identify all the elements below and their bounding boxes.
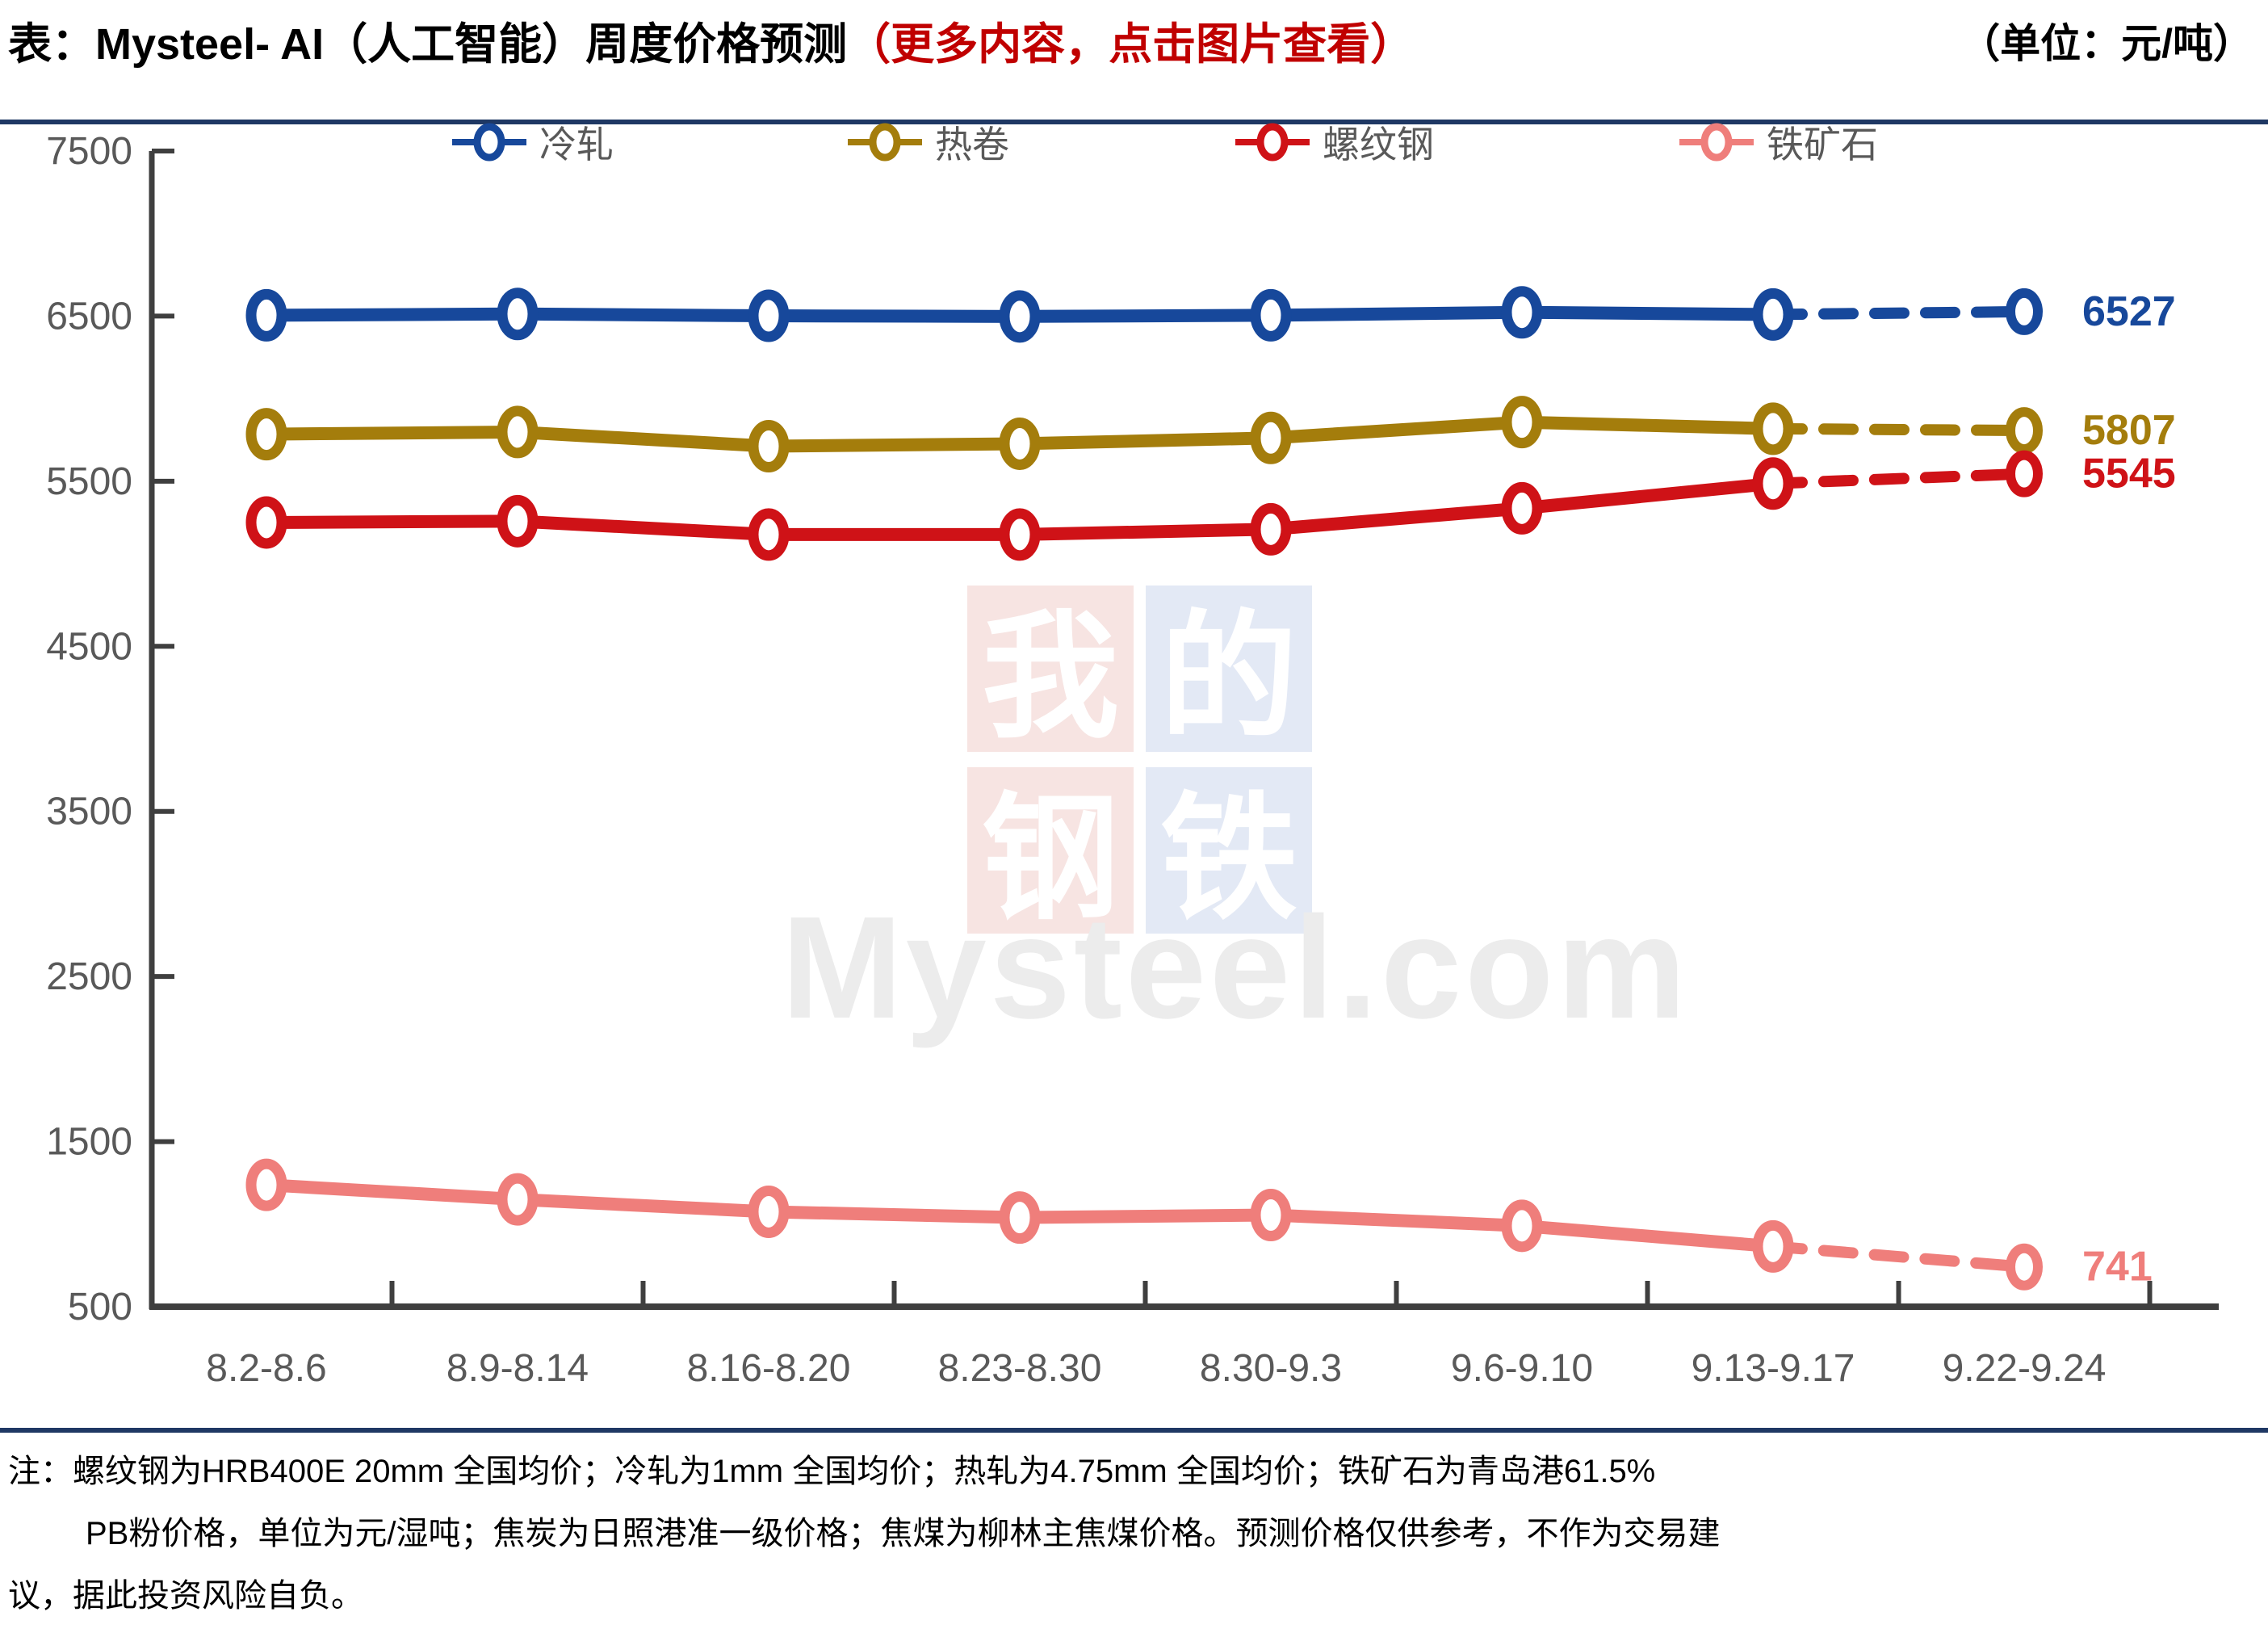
series-forecast-dash-冷轧	[1767, 305, 2030, 321]
series-end-label-螺纹钢: 5545	[2082, 451, 2176, 497]
series-end-label-铁矿石: 741	[2082, 1244, 2153, 1291]
data-point-marker	[497, 405, 539, 459]
legend-item-热卷: 热卷	[848, 118, 1009, 166]
unit-label: （单位：元/吨）	[1960, 21, 2253, 66]
y-tick-label: 5500	[46, 460, 132, 503]
data-point-marker	[1250, 411, 1292, 464]
data-point-marker	[999, 417, 1041, 470]
legend-item-label: 铁矿石	[1767, 124, 1878, 166]
legend-marker-icon	[452, 123, 526, 162]
data-point-marker	[2006, 1243, 2043, 1291]
legend-marker-icon	[848, 123, 922, 162]
data-point-marker	[748, 508, 790, 561]
data-point-marker	[245, 1158, 287, 1211]
data-point-marker	[999, 1191, 1041, 1245]
data-point-marker	[245, 496, 287, 549]
data-point-marker	[1501, 286, 1543, 339]
watermark-block	[1146, 767, 1312, 934]
watermark-block	[967, 586, 1134, 752]
x-tick-label: 8.16-8.20	[687, 1347, 851, 1390]
data-point-marker	[245, 288, 287, 342]
legend-marker-icon	[1679, 123, 1754, 162]
y-tick-label: 2500	[46, 955, 132, 998]
x-tick-label: 8.2-8.6	[206, 1347, 326, 1390]
series-forecast-dash-铁矿石	[1767, 1240, 2030, 1273]
legend-item-label: 热卷	[935, 124, 1009, 166]
data-point-marker	[497, 1173, 539, 1226]
data-point-marker	[1752, 288, 1794, 341]
x-tick-label: 8.30-9.3	[1200, 1347, 1342, 1390]
data-point-marker	[1501, 396, 1543, 449]
data-point-marker	[2006, 288, 2043, 335]
data-point-marker	[999, 290, 1041, 343]
data-point-marker	[1250, 1189, 1292, 1242]
data-point-marker	[2006, 450, 2043, 497]
watermark-char: 的	[1160, 601, 1297, 754]
footnote: 注：螺纹钢为HRB400E 20mm 全国均价；冷轧为1mm 全国均价；热轧为4…	[8, 1441, 2253, 1627]
y-tick-label: 6500	[46, 295, 132, 338]
data-point-marker	[748, 289, 790, 342]
watermark-brand: Mysteel.com	[782, 887, 1689, 1049]
legend-item-铁矿石: 铁矿石	[1679, 118, 1878, 166]
data-point-marker	[2006, 407, 2043, 455]
data-point-marker	[1250, 288, 1292, 342]
data-point-marker	[1501, 1199, 1543, 1253]
data-point-marker	[1752, 1219, 1794, 1273]
y-tick-label: 3500	[46, 791, 132, 833]
data-point-marker	[1752, 402, 1794, 455]
data-point-marker	[1752, 457, 1794, 510]
title-highlight-link[interactable]: （更多内容，点击图片查看）	[847, 20, 1415, 69]
data-point-marker	[497, 494, 539, 548]
data-point-marker	[748, 1185, 790, 1238]
data-point-marker	[1501, 481, 1543, 535]
watermark-char: 我	[982, 601, 1119, 754]
footnote-line-2: PB粉价格，单位为元/湿吨；焦炭为日照港准一级价格；焦煤为柳林主焦煤价格。预测价…	[86, 1516, 1721, 1551]
series-forecast-dash-螺纹钢	[1767, 468, 2030, 489]
data-point-marker	[1250, 502, 1292, 556]
x-tick-label: 8.23-8.30	[938, 1347, 1102, 1390]
watermark-block	[1146, 586, 1312, 752]
watermark-char: 铁	[1160, 783, 1297, 936]
x-tick-label: 9.6-9.10	[1451, 1347, 1593, 1390]
chart-legend: 冷轧 热卷 螺纹钢 铁矿石	[0, 118, 2268, 170]
x-tick-label: 8.9-8.14	[446, 1347, 589, 1390]
series-end-label-冷轧: 6527	[2082, 288, 2176, 335]
chart-area: 我的钢铁 Mysteel.com 500 1500 2500 3500 4500 5500 65…	[0, 121, 2268, 1429]
legend-item-螺纹钢: 螺纹钢	[1235, 118, 1434, 166]
data-point-marker	[999, 508, 1041, 561]
footnote-line-1: 注：螺纹钢为HRB400E 20mm 全国均价；冷轧为1mm 全国均价；热轧为4…	[8, 1454, 1656, 1489]
data-point-marker	[748, 420, 790, 473]
series-forecast-dash-热卷	[1767, 422, 2030, 437]
legend-item-label: 螺纹钢	[1323, 124, 1434, 166]
y-tick-label: 7500	[46, 130, 132, 173]
y-tick-label: 1500	[46, 1121, 132, 1164]
data-point-marker	[245, 408, 287, 461]
y-tick-label: 4500	[46, 625, 132, 668]
footer-divider	[0, 1428, 2268, 1433]
header: 表：Mysteel- AI（人工智能）周度价格预测（更多内容，点击图片查看） （…	[0, 0, 2268, 120]
legend-item-label: 冷轧	[539, 124, 614, 166]
header-divider	[0, 120, 2268, 124]
footnote-line-3: 议，据此投资风险自负。	[8, 1578, 363, 1614]
legend-marker-icon	[1235, 123, 1310, 162]
legend-item-冷轧: 冷轧	[452, 118, 614, 166]
y-tick-label: 500	[68, 1286, 132, 1328]
series-end-label-热卷: 5807	[2082, 407, 2176, 454]
x-tick-label: 9.22-9.24	[1943, 1347, 2107, 1390]
watermark: 我的钢 铁Mysteel.com	[782, 586, 1689, 1049]
watermark-char: 钢	[982, 783, 1119, 936]
x-tick-label: 9.13-9.17	[1692, 1347, 1855, 1390]
data-point-marker	[497, 288, 539, 341]
price-chart[interactable]: 我的钢 铁Mysteel.com 500 1500 2500 3500 4500 5500 65…	[0, 121, 2268, 1429]
watermark-block	[967, 767, 1134, 934]
page-title: 表：Mysteel- AI（人工智能）周度价格预测（更多内容，点击图片查看）	[8, 8, 1414, 72]
page-title-text: 表：Mysteel- AI（人工智能）周度价格预测	[8, 20, 848, 69]
